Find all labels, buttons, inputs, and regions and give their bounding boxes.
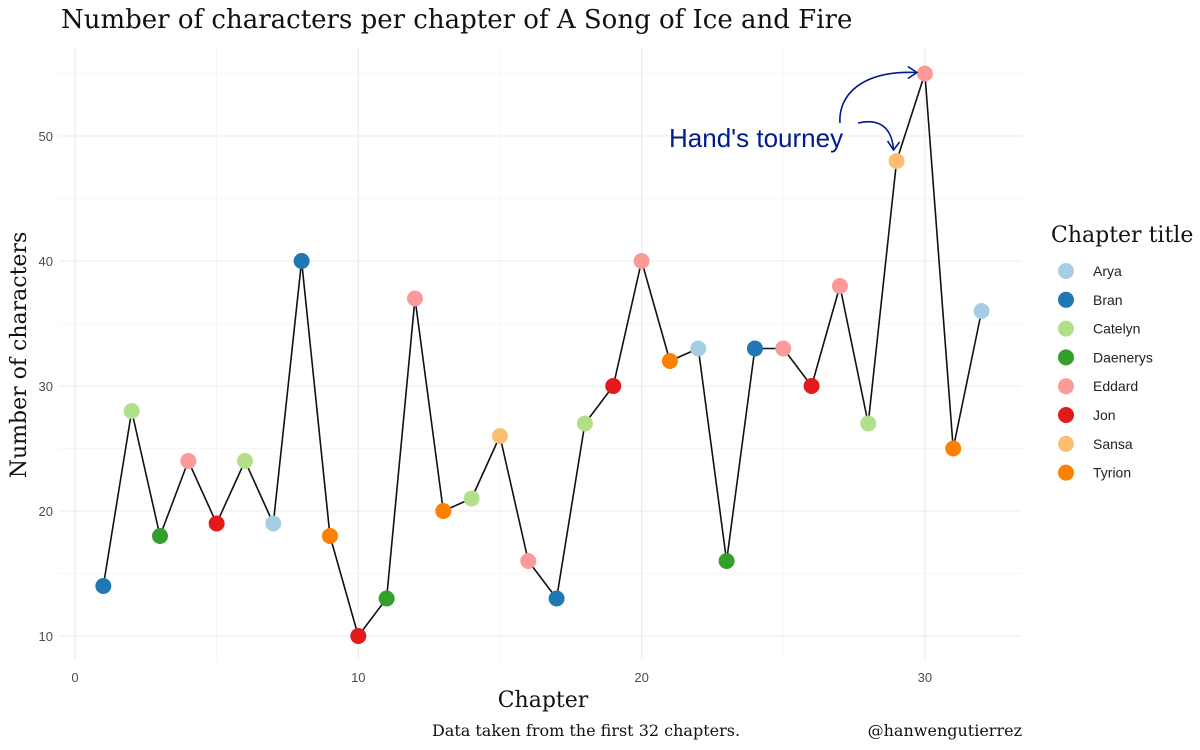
data-point-arya	[265, 515, 282, 532]
data-point-jon	[208, 515, 225, 532]
x-tick-label: 10	[351, 670, 365, 685]
data-point-catelyn	[236, 453, 253, 469]
data-point-bran	[746, 340, 763, 357]
data-point-eddard	[180, 453, 197, 469]
arrowhead	[907, 65, 919, 80]
data-point-tyrion	[945, 440, 962, 457]
data-point-tyrion	[321, 528, 338, 544]
legend-key-daenerys	[1058, 349, 1074, 366]
data-point-eddard	[775, 340, 792, 357]
arrowhead	[886, 140, 901, 152]
annotation-arrows	[839, 65, 919, 152]
axis-ticks: 0 10 20 30 10 20 30 40 50	[39, 129, 933, 685]
credit: @hanwengutierrez	[868, 721, 1022, 740]
legend-label: Tyrion	[1093, 465, 1131, 481]
data-point-bran	[548, 590, 565, 607]
data-point-sansa	[888, 153, 905, 169]
annotation-arrow-29	[857, 121, 895, 151]
legend-label: Catelyn	[1093, 321, 1140, 337]
data-point-catelyn	[123, 403, 140, 419]
x-axis-title: Chapter	[498, 688, 589, 713]
data-point-arya	[690, 340, 707, 357]
legend-key-tyrion	[1058, 464, 1074, 481]
data-point-bran	[293, 253, 310, 269]
x-tick-label: 30	[918, 670, 932, 685]
legend-key-bran	[1058, 291, 1074, 308]
legend-key-jon	[1058, 407, 1074, 423]
x-tick-label: 20	[634, 670, 648, 685]
data-point-eddard	[406, 290, 423, 307]
legend-key-catelyn	[1058, 320, 1074, 337]
data-point-catelyn	[576, 415, 593, 432]
legend: Arya Bran Catelyn Daenerys Eddard Jon Sansa Tyr…	[1058, 263, 1153, 481]
y-tick-label: 50	[39, 129, 53, 144]
data-point-jon	[605, 378, 622, 394]
annotation-arrow-30	[839, 71, 917, 124]
annotation: Hand's tourney	[669, 65, 919, 153]
legend-label: Arya	[1093, 263, 1122, 279]
series-line	[102, 72, 983, 637]
legend-label: Daenerys	[1093, 349, 1153, 365]
data-point-sansa	[491, 428, 508, 444]
data-point-daenerys	[718, 553, 735, 569]
series-line-path	[102, 72, 983, 637]
legend-label: Sansa	[1093, 436, 1133, 452]
y-tick-label: 30	[39, 379, 53, 394]
legend-key-eddard	[1058, 378, 1074, 395]
data-point-catelyn	[860, 415, 877, 432]
legend-label: Jon	[1093, 407, 1116, 423]
data-point-catelyn	[463, 490, 480, 507]
chart-title: Number of characters per chapter of A So…	[61, 5, 852, 35]
y-tick-label: 40	[39, 254, 53, 269]
y-tick-label: 20	[39, 504, 53, 519]
data-point-jon	[803, 378, 820, 394]
annotation-label: Hand's tourney	[669, 123, 843, 153]
data-point-tyrion	[661, 353, 678, 369]
caption: Data taken from the first 32 chapters.	[432, 721, 740, 740]
data-point-daenerys	[378, 590, 395, 607]
data-points	[95, 65, 990, 644]
data-point-eddard	[520, 553, 537, 569]
data-point-bran	[95, 578, 112, 594]
data-point-daenerys	[151, 528, 168, 544]
legend-label: Eddard	[1093, 378, 1138, 394]
legend-key-sansa	[1058, 435, 1074, 452]
data-point-tyrion	[435, 503, 452, 519]
data-point-eddard	[916, 65, 933, 82]
legend-key-arya	[1058, 263, 1074, 279]
legend-title: Chapter title	[1051, 223, 1193, 248]
data-point-eddard	[633, 253, 650, 269]
data-point-arya	[973, 303, 990, 319]
y-tick-label: 10	[39, 629, 53, 644]
x-tick-label: 0	[71, 670, 78, 685]
legend-label: Bran	[1093, 292, 1123, 308]
data-point-eddard	[831, 278, 848, 294]
data-point-jon	[350, 628, 367, 644]
y-axis-title: Number of characters	[7, 232, 32, 479]
grid	[59, 48, 1022, 660]
